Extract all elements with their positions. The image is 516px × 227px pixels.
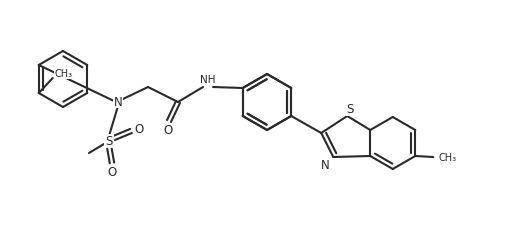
Text: N: N [321, 159, 330, 172]
Text: N: N [114, 95, 122, 108]
Text: NH: NH [200, 75, 216, 85]
Text: O: O [107, 166, 117, 179]
Text: O: O [164, 124, 173, 137]
Text: CH₃: CH₃ [438, 152, 457, 162]
Text: S: S [105, 135, 112, 148]
Text: S: S [347, 103, 354, 116]
Text: O: O [134, 123, 143, 136]
Text: CH₃: CH₃ [55, 69, 73, 79]
